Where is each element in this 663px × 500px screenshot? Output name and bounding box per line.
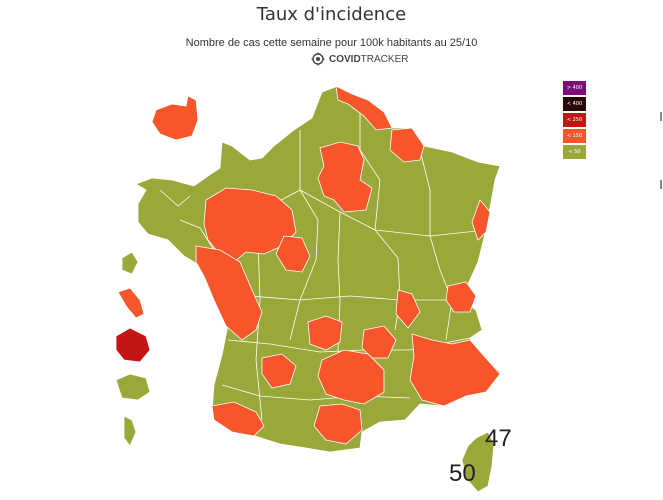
dept-paca xyxy=(409,333,501,407)
dept-ouest xyxy=(195,245,263,341)
map-title: Taux d'incidence xyxy=(256,4,407,25)
dept-antilles-bottom xyxy=(123,415,137,447)
dept-bas-rhin xyxy=(471,199,491,241)
france-mainland xyxy=(135,85,501,453)
dept-rhone xyxy=(395,289,421,329)
dept-savoie xyxy=(445,281,477,313)
dept-occitanie xyxy=(317,349,385,405)
dept-ile-de-france xyxy=(317,141,373,213)
edge-marker xyxy=(660,112,662,121)
legend-item-lt250: < 250 xyxy=(563,113,586,127)
label-corse-sud: 50 xyxy=(449,460,476,487)
dept-mayotte xyxy=(117,287,145,319)
dept-bretagne-est xyxy=(203,187,297,263)
dept-puy-de-dome xyxy=(361,325,397,359)
dept-nord xyxy=(335,85,393,131)
dept-reunion xyxy=(115,373,151,401)
dept-martinique xyxy=(121,251,139,275)
legend-item-lt400: < 400 xyxy=(563,97,586,111)
dept-corse xyxy=(461,431,495,493)
legend-item-lt150: < 150 xyxy=(563,129,586,143)
legend-item-gt400: > 400 xyxy=(563,81,586,95)
dept-sud-ouest xyxy=(261,353,297,389)
dept-haute-vienne xyxy=(307,315,343,351)
label-corse-nord: 47 xyxy=(485,425,512,452)
brand-covid: COVID xyxy=(329,53,361,65)
legend-item-lt50: < 50 xyxy=(563,145,586,159)
map-legend: > 400 < 400 < 250 < 150 < 50 xyxy=(563,81,586,161)
dept-tarn xyxy=(313,403,363,445)
map-subtitle: Nombre de cas cette semaine pour 100k ha… xyxy=(185,37,478,49)
edge-marker xyxy=(660,180,662,189)
departments-lt150 xyxy=(195,85,501,445)
dept-guyane xyxy=(115,327,151,363)
dept-ardennes xyxy=(389,127,425,163)
dept-pyrenees xyxy=(211,401,265,437)
covidtracker-brand[interactable]: COVIDTRACKER xyxy=(311,51,408,67)
dept-sarthe xyxy=(275,235,311,273)
covidtracker-logo-icon xyxy=(311,52,325,66)
brand-tracker: TRACKER xyxy=(360,53,409,65)
dept-guadeloupe-region-top xyxy=(151,95,199,141)
